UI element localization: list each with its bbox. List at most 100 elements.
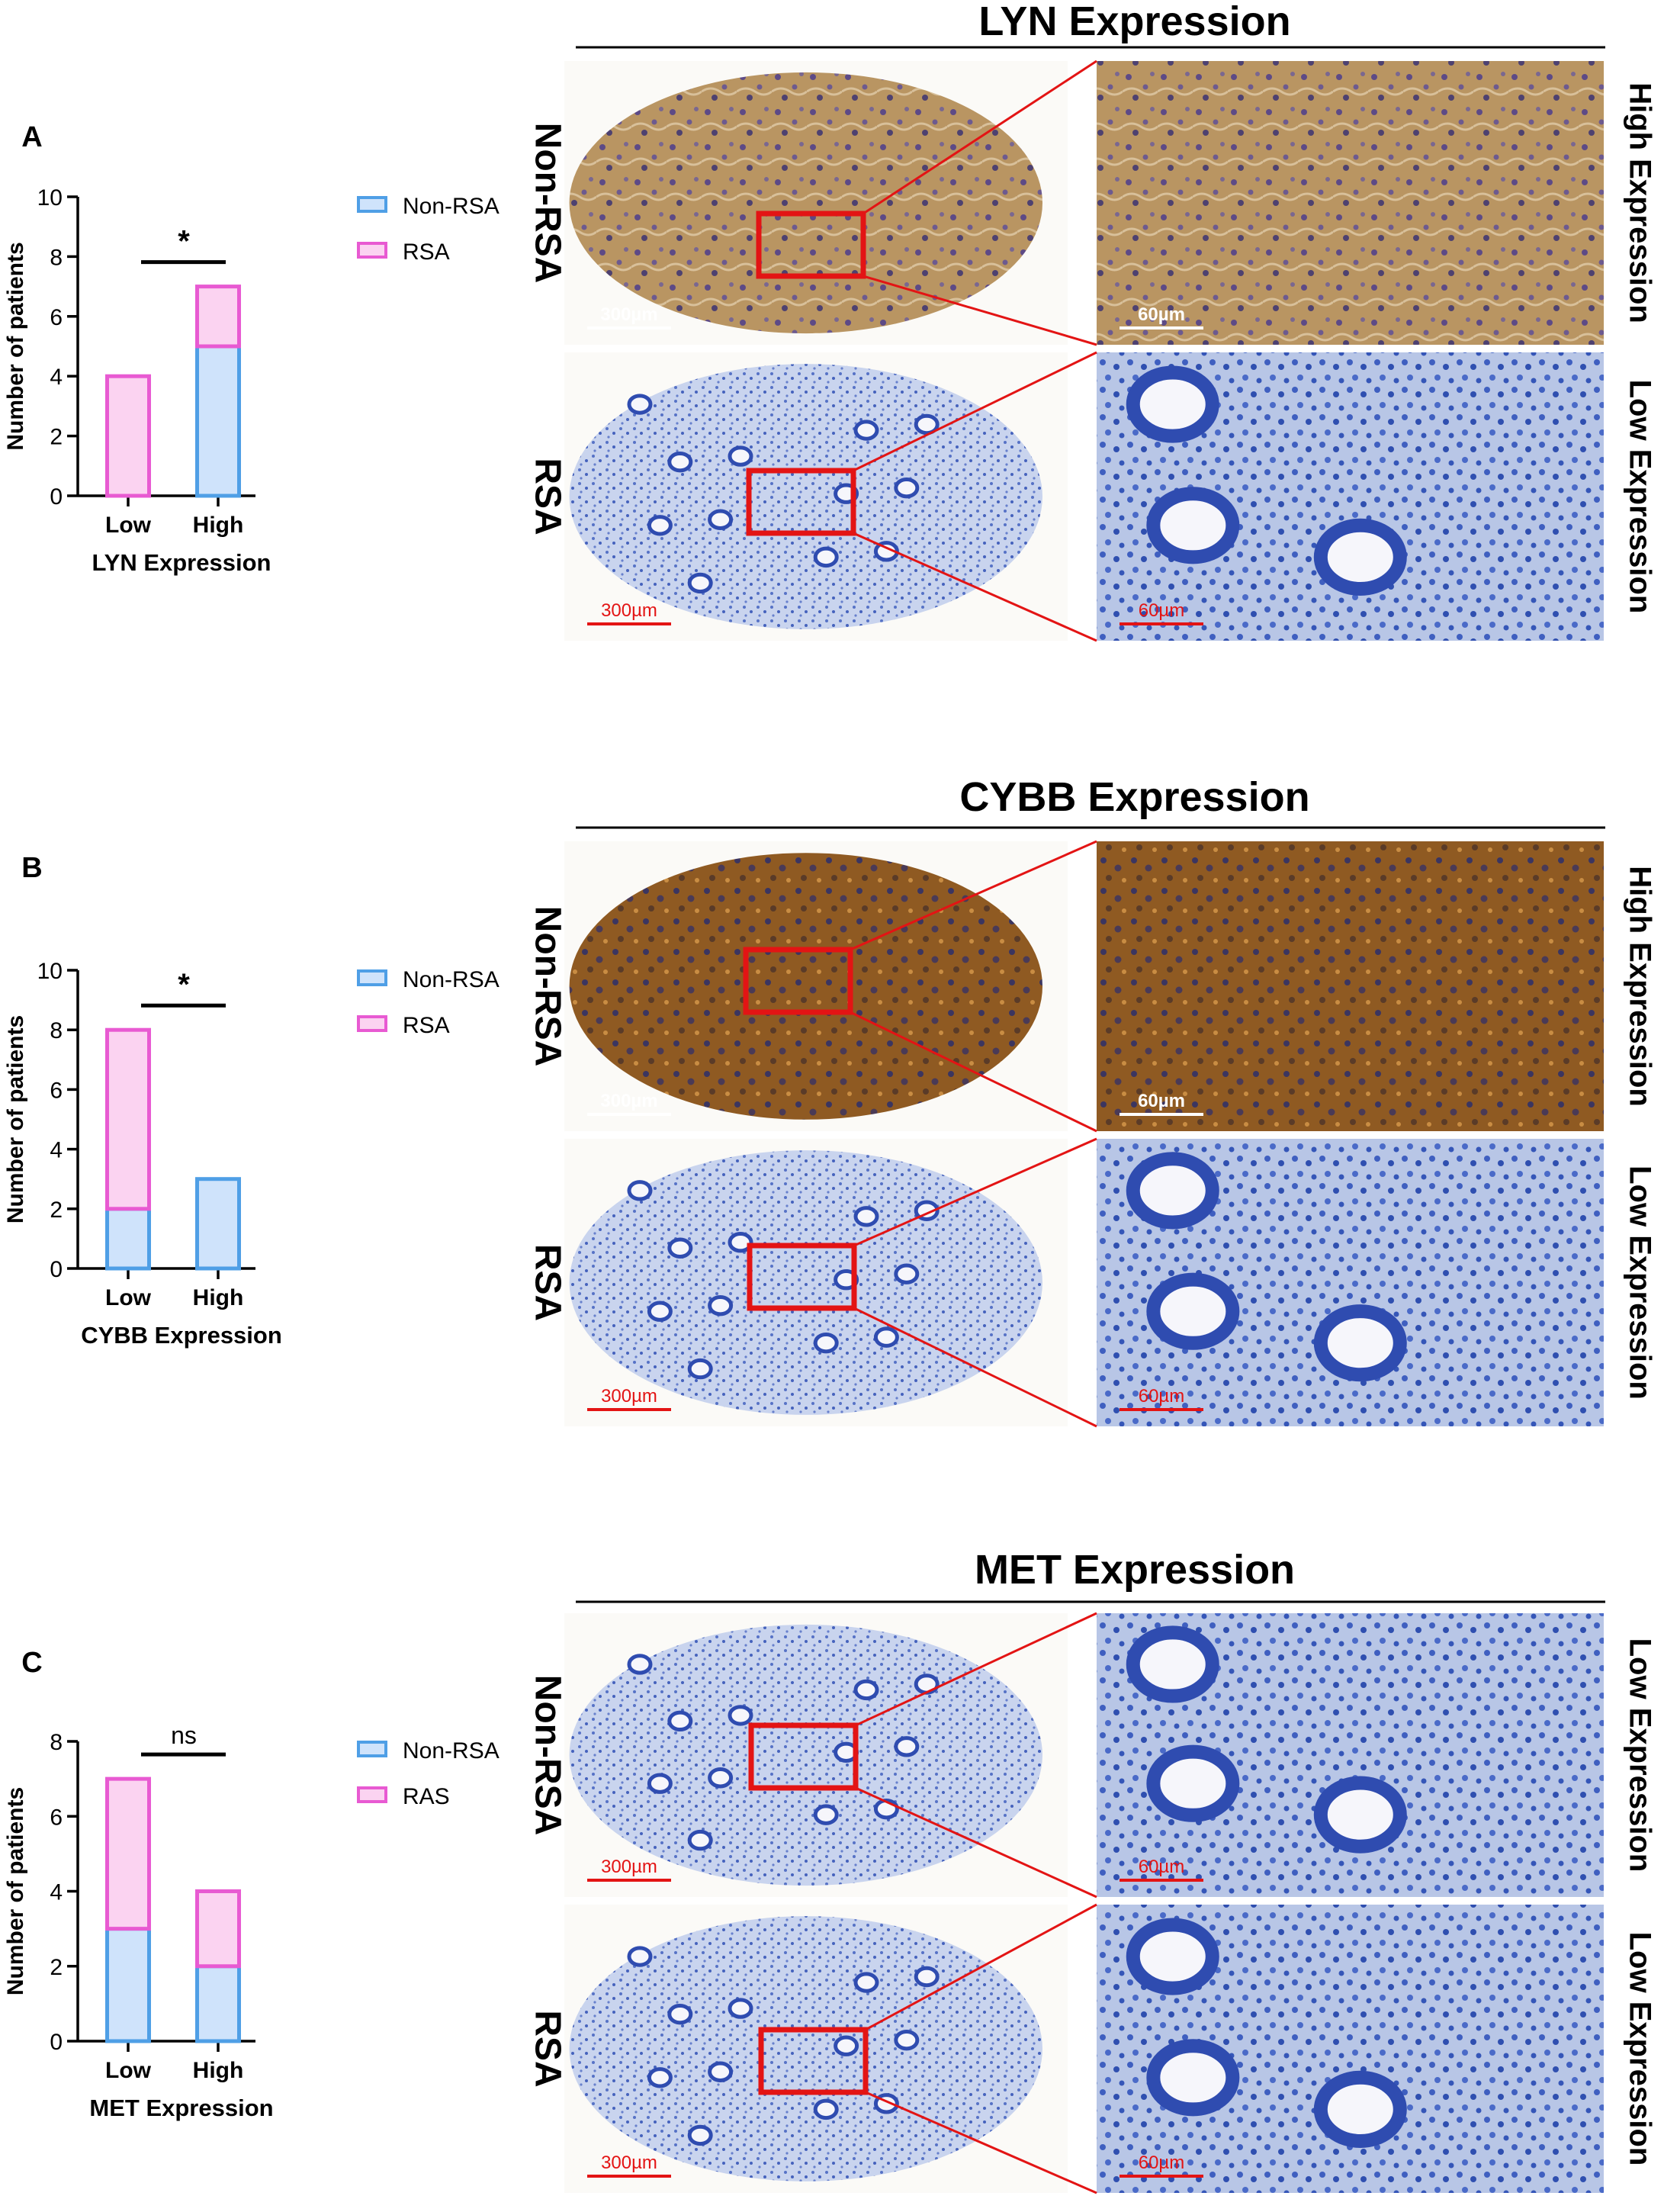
row-label-non-rsa: Non-RSA (527, 1675, 567, 1836)
zoom-box-rsa (746, 468, 856, 536)
y-tick-label: 8 (50, 1018, 63, 1043)
gland (687, 572, 713, 594)
legend-swatch-non-rsa (357, 196, 387, 213)
scale-bar-label: 60µm (1139, 2153, 1185, 2173)
zoom-connector (853, 532, 1097, 642)
scale-bar-label: 300µm (601, 1857, 657, 1877)
y-tick-label: 6 (50, 305, 63, 330)
bar-ras-low (105, 1776, 151, 1931)
scale-bar-label: 60µm (1138, 1091, 1185, 1111)
zoom-connector (855, 1786, 1097, 1899)
x-tick-label: High (193, 513, 244, 538)
bar-chart-lyn: A 0 2 4 6 8 10 Low High LYN Expression Number of p… (3, 121, 500, 576)
gland (1146, 487, 1240, 564)
bar-chart-cybb: B 0 2 4 6 8 10 Low High CYBB Expression Number of … (3, 852, 500, 1349)
gland (687, 2124, 713, 2146)
y-tick-label: 10 (37, 185, 63, 211)
y-tick-label: 4 (50, 1880, 63, 1905)
gland (894, 2029, 920, 2051)
micrograph-non-rsa-zoom (1097, 61, 1604, 345)
x-tick-label: Low (105, 513, 152, 538)
micrograph-non-rsa-overview (569, 853, 1042, 1120)
gland (647, 1301, 673, 1322)
x-axis-label: CYBB Expression (81, 1322, 282, 1349)
legend-label: RSA (403, 1013, 450, 1038)
gland (667, 451, 693, 473)
expression-label-bottom: Low Expression (1623, 1165, 1656, 1400)
significance-mark: ns (171, 1722, 197, 1749)
significance-mark: * (178, 225, 190, 259)
gland (914, 1673, 940, 1695)
bar-ras-high (195, 1889, 241, 1969)
legend-label: Non-RSA (403, 1738, 500, 1763)
significance-mark: * (178, 968, 190, 1002)
y-tick-label: 0 (50, 1257, 63, 1282)
bar-non-rsa-low (105, 1927, 151, 2043)
bar-non-rsa-low (105, 1207, 151, 1271)
ihc-panel-b: CYBB Expression 300µm 60µm 300µm 60µm Non-RSA… (527, 774, 1656, 1428)
x-tick-label: High (193, 2058, 244, 2083)
expression-label-bottom: Low Expression (1623, 380, 1656, 614)
y-tick-label: 10 (37, 959, 63, 984)
gland (914, 413, 940, 436)
ihc-panel-a: LYN Expression 300µm 60µm 300µm 60µm Non-RSA R… (527, 0, 1656, 642)
bar-non-rsa-high (195, 1177, 241, 1271)
gland (647, 2067, 673, 2088)
zoom-box-non-rsa (756, 211, 866, 279)
gland (1313, 1776, 1407, 1854)
y-tick-label: 6 (50, 1805, 63, 1830)
zoom-box-non-rsa (748, 1722, 859, 1791)
gland (894, 1736, 920, 1757)
gland (1313, 518, 1407, 596)
gland (834, 2035, 859, 2056)
zoom-box-non-rsa (743, 947, 853, 1015)
gland (873, 1326, 899, 1348)
gland (687, 1829, 713, 1851)
y-axis-label: Number of patients (3, 1015, 28, 1223)
legend-label: Non-RSA (403, 194, 500, 219)
panel-title: CYBB Expression (959, 774, 1309, 820)
legend-label: RAS (403, 1784, 450, 1809)
y-tick-label: 4 (50, 1138, 63, 1163)
zoom-connector (855, 1612, 1097, 1727)
x-tick-label: Low (105, 1285, 152, 1310)
gland (667, 1710, 693, 1732)
zoom-connector (850, 840, 1097, 951)
expression-label-top: Low Expression (1623, 1638, 1656, 1873)
gland (853, 1972, 879, 1993)
y-tick-label: 8 (50, 1730, 63, 1755)
row-label-non-rsa: Non-RSA (527, 123, 567, 284)
scale-bar-label: 60µm (1139, 1857, 1185, 1877)
gland (894, 477, 920, 499)
gland (728, 1998, 753, 2019)
zoom-connector (853, 1137, 1097, 1247)
zoom-connector (865, 2091, 1097, 2194)
gland (853, 1679, 879, 1701)
legend-swatch-rsa (357, 242, 387, 259)
scale-bar-label: 300µm (601, 2153, 657, 2173)
y-tick-label: 4 (50, 365, 63, 390)
gland (708, 1767, 734, 1789)
x-axis-label: MET Expression (89, 2095, 273, 2121)
bar-rsa-high (195, 285, 241, 349)
gland (1126, 1918, 1219, 1995)
gland (813, 546, 839, 568)
gland (1146, 1744, 1240, 1822)
x-tick-label: High (193, 1285, 244, 1310)
zoom-connector (865, 1903, 1097, 2031)
panel-letter: A (21, 121, 42, 153)
scale-bar-label: 300µm (601, 600, 657, 621)
gland (647, 515, 673, 536)
x-tick-label: Low (105, 2058, 152, 2083)
expression-label-top: High Expression (1623, 82, 1656, 323)
scale-bar-label: 60µm (1139, 600, 1185, 621)
panel-letter: C (21, 1647, 42, 1679)
bar-chart-met: C 0 2 4 6 8 Low High MET Expression Number of pat… (3, 1647, 500, 2121)
bar-non-rsa-high (195, 344, 241, 498)
zoom-connector (863, 275, 1097, 346)
gland (728, 1232, 753, 1253)
gland (853, 1206, 879, 1227)
zoom-connector (863, 59, 1097, 215)
expression-label-top: High Expression (1623, 866, 1656, 1107)
